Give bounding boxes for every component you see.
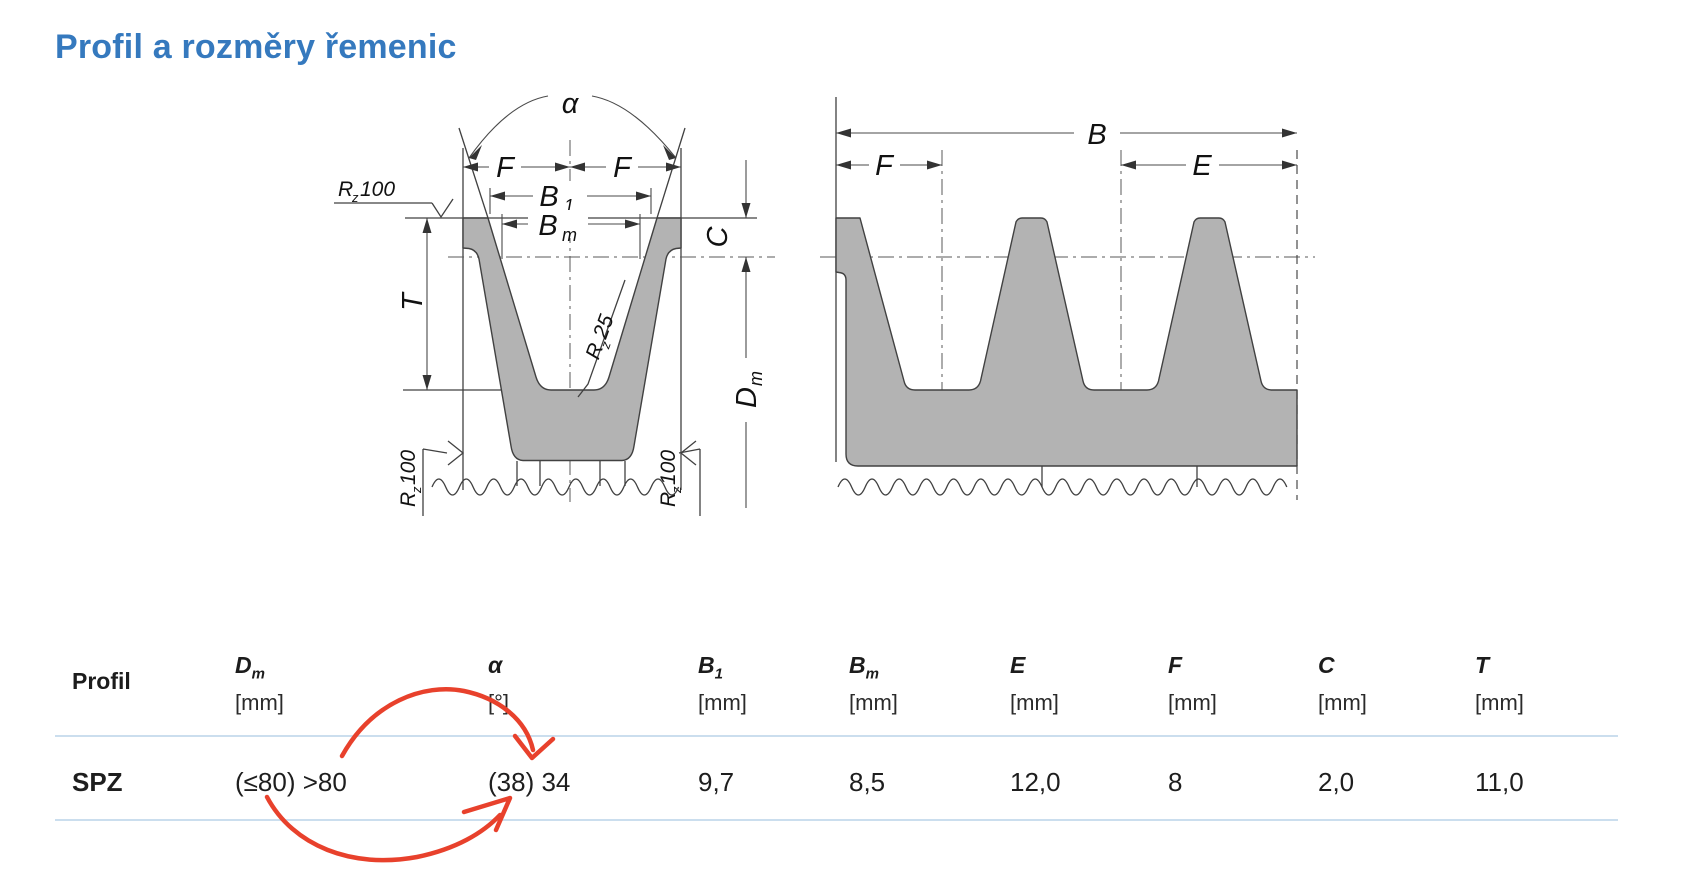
page-title: Profil a rozměry řemenic [55, 28, 457, 66]
cell-c: 2,0 [1318, 767, 1355, 797]
cell-t: 11,0 [1475, 767, 1524, 797]
groove-section-diagram: α F F B 1 B m T [334, 88, 775, 516]
column-header-bm: Bm [mm] [849, 652, 898, 715]
cell-e: 12,0 [1010, 767, 1061, 797]
column-header-t: T [mm] [1475, 652, 1524, 715]
svg-text:100: 100 [360, 178, 395, 201]
table-row-spz: SPZ (≤80) >80 (38) 34 9,7 8,5 12,0 8 2,0… [55, 737, 1618, 821]
cell-alpha: (38) 34 [488, 767, 571, 797]
pulley-dimensions-table: Profil Dm [mm] α [°] B1 [mm] Bm [mm] E [… [55, 628, 1618, 821]
dim-label-b1: B [539, 181, 558, 213]
break-line-left [431, 478, 680, 496]
pulley-section-material [835, 217, 1298, 467]
dim-label-bm: B [538, 210, 557, 242]
svg-text:R: R [397, 492, 420, 507]
dim-label-t: T [397, 291, 429, 311]
dim-label-f-left: F [496, 152, 516, 184]
column-header-e: E [mm] [1010, 652, 1059, 715]
dim-label-b1-sub: 1 [564, 196, 574, 216]
cell-profil: SPZ [72, 767, 123, 797]
column-header-c: C [mm] [1318, 652, 1367, 715]
column-header-alpha: α [°] [488, 652, 510, 715]
cell-dm: (≤80) >80 [235, 767, 347, 797]
column-header-dm: Dm [mm] [235, 652, 284, 715]
column-header-profil: Profil [72, 668, 131, 694]
dim-label-c: C [702, 225, 734, 247]
dim-label-dm: D [731, 387, 763, 408]
dim-label-dm-sub: m [746, 371, 766, 386]
svg-text:R: R [581, 340, 608, 362]
svg-text:R: R [338, 178, 353, 201]
groove-section-material [462, 217, 682, 462]
svg-text:100: 100 [657, 450, 680, 485]
table-header-row: Profil Dm [mm] α [°] B1 [mm] Bm [mm] E [… [55, 628, 1618, 737]
dim-label-f: F [875, 150, 895, 182]
svg-text:z: z [669, 486, 684, 494]
surface-finish-rz100-right: R z 100 [657, 440, 701, 516]
surface-finish-rz100-top: R z 100 [334, 178, 454, 219]
svg-text:100: 100 [397, 450, 420, 485]
svg-text:z: z [597, 339, 614, 352]
cell-b1: 9,7 [698, 767, 735, 797]
svg-text:25: 25 [589, 312, 619, 343]
cell-f: 8 [1168, 767, 1183, 797]
cell-bm: 8,5 [849, 767, 886, 797]
surface-finish-rz100-left: R z 100 [397, 440, 465, 516]
dim-label-b: B [1087, 119, 1106, 151]
column-header-f: F [mm] [1168, 652, 1217, 715]
dim-label-e: E [1192, 150, 1212, 182]
surface-finish-rz25: R z 25 [577, 279, 626, 398]
column-header-b1: B1 [mm] [698, 652, 747, 715]
dim-label-bm-sub: m [562, 225, 577, 245]
pulley-section-diagram: B F E [820, 97, 1315, 500]
svg-text:R: R [657, 492, 680, 507]
break-line-right [837, 478, 1288, 496]
dim-label-alpha: α [562, 88, 580, 120]
svg-text:z: z [351, 190, 359, 205]
svg-text:z: z [409, 486, 424, 494]
dim-label-f-right: F [613, 152, 633, 184]
